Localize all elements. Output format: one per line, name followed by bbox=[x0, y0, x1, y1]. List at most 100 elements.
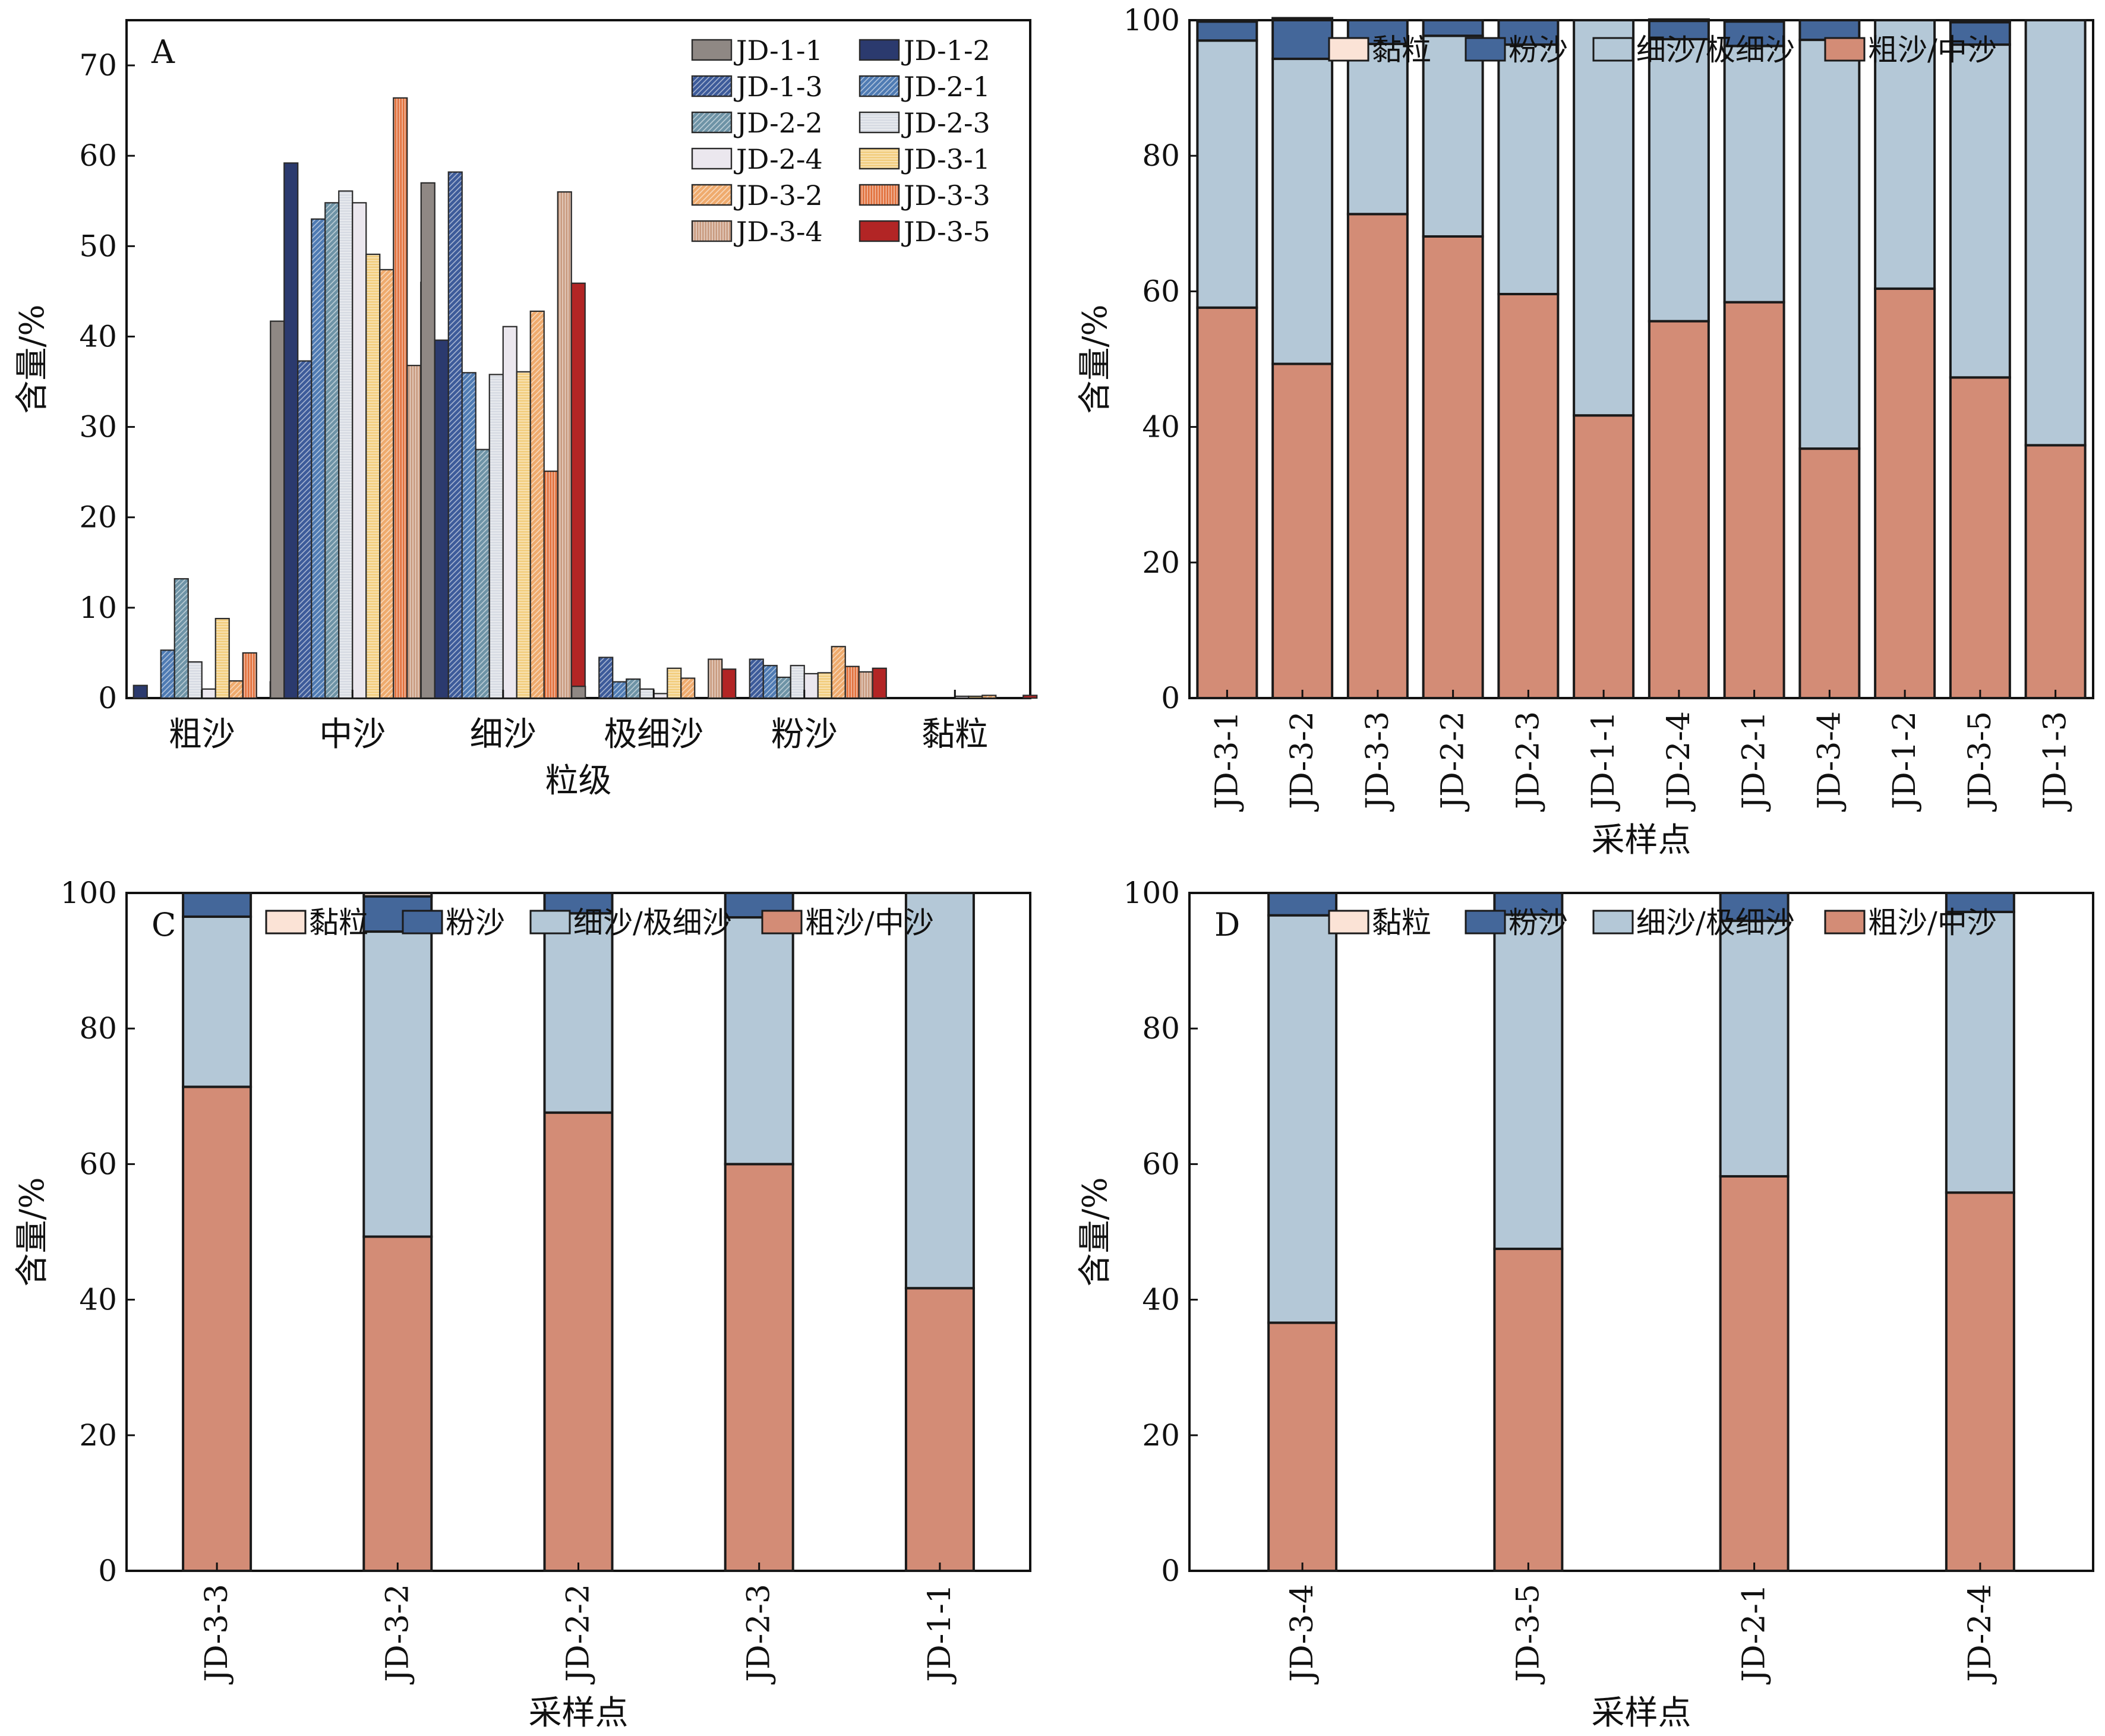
y-tick-label: 0 bbox=[1161, 1554, 1180, 1588]
bar-segment bbox=[1798, 447, 1861, 699]
bar-segment bbox=[1648, 37, 1710, 323]
y-tick-label: 0 bbox=[1161, 681, 1180, 715]
y-tick-label: 100 bbox=[1123, 3, 1180, 37]
bar-segment bbox=[1798, 39, 1861, 450]
legend-label: JD-2-2 bbox=[734, 107, 823, 139]
bar-segment bbox=[904, 892, 975, 1290]
bar bbox=[543, 471, 558, 699]
bar bbox=[653, 693, 668, 699]
legend-label: JD-3-4 bbox=[734, 216, 823, 248]
bar bbox=[639, 688, 655, 699]
y-tick-label: 100 bbox=[61, 876, 117, 910]
x-tick-label: JD-2-4 bbox=[1661, 711, 1697, 812]
y-tick-label: 10 bbox=[79, 591, 117, 625]
x-tick-label: JD-2-1 bbox=[1737, 1584, 1772, 1685]
bar bbox=[352, 202, 367, 699]
x-tick-label: JD-2-1 bbox=[1737, 711, 1772, 812]
bar-segment bbox=[1949, 376, 2011, 699]
legend-label: JD-3-1 bbox=[901, 143, 990, 175]
bar-segment bbox=[1945, 910, 2015, 1194]
legend-label: JD-2-1 bbox=[901, 71, 990, 103]
bar bbox=[434, 339, 449, 699]
panel-letter: A bbox=[151, 33, 175, 71]
bar-segment bbox=[1719, 1175, 1790, 1572]
y-tick-label: 60 bbox=[1142, 274, 1180, 308]
legend-swatch bbox=[859, 75, 900, 97]
y-tick-label: 0 bbox=[98, 681, 117, 715]
bar bbox=[858, 671, 873, 699]
plot-frame bbox=[1188, 892, 2094, 1572]
bar bbox=[872, 667, 887, 699]
bar-segment bbox=[1945, 892, 2015, 913]
y-tick-label: 70 bbox=[79, 48, 117, 83]
bar-segment bbox=[1719, 919, 1790, 1178]
y-tick-label: 40 bbox=[1142, 410, 1180, 444]
bar-segment bbox=[1874, 19, 1936, 290]
bar bbox=[667, 667, 682, 699]
bar bbox=[721, 668, 737, 699]
x-tick-label: JD-3-3 bbox=[1360, 711, 1396, 812]
bar bbox=[242, 652, 257, 699]
bar-segment bbox=[1648, 18, 1710, 23]
panel-letter: C bbox=[152, 906, 176, 943]
legend-swatch bbox=[691, 184, 733, 206]
bar-segment bbox=[362, 930, 433, 1238]
y-tick-label: 40 bbox=[79, 1283, 117, 1317]
bar bbox=[968, 695, 983, 699]
bar-segment bbox=[1196, 39, 1258, 309]
bar-segment bbox=[1949, 19, 2011, 24]
legend-label: 粉沙 bbox=[446, 905, 505, 940]
y-tick-label: 20 bbox=[79, 1418, 117, 1453]
x-tick-label: JD-2-4 bbox=[1962, 1584, 1998, 1685]
y-axis-label: 含量/% bbox=[13, 304, 52, 414]
bar-segment bbox=[1271, 58, 1334, 365]
bar-segment bbox=[362, 892, 433, 898]
bar-segment bbox=[1945, 1191, 2015, 1572]
legend-swatch bbox=[859, 39, 900, 61]
bar-segment bbox=[1271, 362, 1334, 699]
bar bbox=[1022, 695, 1038, 699]
bar-segment bbox=[1267, 892, 1338, 917]
bar-segment bbox=[1271, 17, 1334, 21]
bar-segment bbox=[1422, 19, 1484, 37]
bar-segment bbox=[1196, 306, 1258, 699]
bar bbox=[406, 365, 422, 699]
x-tick-label: JD-1-2 bbox=[1887, 711, 1923, 812]
bar-segment bbox=[543, 912, 614, 1114]
bar-segment bbox=[1949, 21, 2011, 46]
x-axis-label: 粒级 bbox=[545, 762, 612, 800]
bar-segment bbox=[182, 915, 253, 1088]
x-tick-label: 中沙 bbox=[319, 715, 386, 754]
bar-segment bbox=[1346, 42, 1409, 216]
y-tick-label: 80 bbox=[1142, 138, 1180, 173]
legend-swatch bbox=[691, 39, 733, 61]
x-axis-label: 采样点 bbox=[1592, 821, 1691, 860]
legend-label: 黏粒 bbox=[1372, 905, 1431, 940]
x-tick-label: JD-3-1 bbox=[1209, 711, 1245, 812]
bar-segment bbox=[1497, 19, 1560, 46]
y-tick-label: 40 bbox=[79, 319, 117, 353]
x-axis-label: 采样点 bbox=[529, 1694, 629, 1732]
bar bbox=[817, 672, 832, 699]
y-tick-label: 80 bbox=[1142, 1011, 1180, 1046]
bar bbox=[776, 676, 791, 699]
x-tick-label: 粉沙 bbox=[771, 715, 838, 754]
bar bbox=[612, 681, 627, 699]
legend-label: JD-2-4 bbox=[734, 143, 823, 175]
bar bbox=[297, 360, 313, 699]
legend-label: 粉沙 bbox=[1508, 905, 1568, 940]
x-tick-label: JD-3-5 bbox=[1962, 711, 1998, 812]
bar-segment bbox=[1267, 1321, 1338, 1573]
y-tick-label: 0 bbox=[98, 1554, 117, 1588]
bar bbox=[201, 688, 216, 699]
x-tick-label: JD-3-2 bbox=[380, 1584, 415, 1685]
bar bbox=[311, 218, 326, 699]
bar bbox=[283, 162, 299, 699]
legend-swatch bbox=[1465, 910, 1506, 935]
x-tick-label: JD-3-4 bbox=[1812, 711, 1847, 812]
legend-swatch bbox=[859, 111, 900, 134]
bar bbox=[379, 269, 395, 699]
bar bbox=[529, 310, 545, 699]
y-axis-label: 含量/% bbox=[1076, 304, 1115, 414]
